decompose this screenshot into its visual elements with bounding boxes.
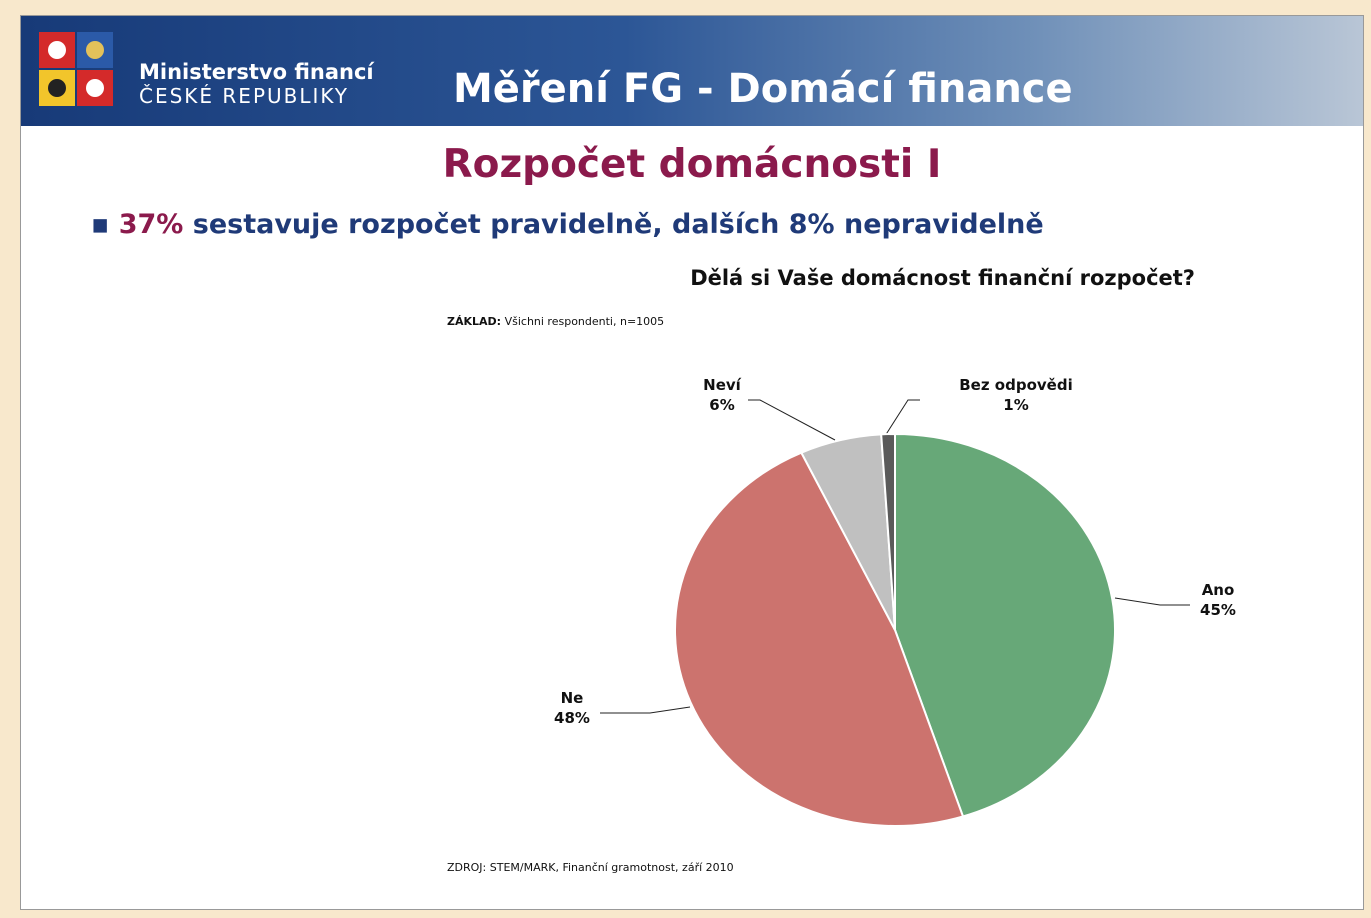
slice-label: Neví [703,376,742,394]
slice-value-label: 48% [554,709,590,727]
base-label: ZÁKLAD: [447,315,501,328]
slice-value-label: 1% [1003,396,1028,414]
base-text: Všichni respondenti, n=1005 [505,315,665,328]
slice-value-label: 6% [709,396,734,414]
slice-label: Ano [1202,581,1235,599]
chart-base: ZÁKLAD: Všichni respondenti, n=1005 [447,315,664,328]
chart-title: Dělá si Vaše domácnost finanční rozpočet… [690,266,1195,290]
slice-value-label: 45% [1200,601,1236,619]
slice-label: Ne [561,689,584,707]
chart-source: ZDROJ: STEM/MARK, Finanční gramotnost, z… [447,861,734,874]
page: Ministerstvo financí ČESKÉ REPUBLIKY Měř… [0,0,1371,918]
chart: Dělá si Vaše domácnost finanční rozpočet… [0,0,1371,918]
slice-label: Bez odpovědi [959,376,1072,394]
